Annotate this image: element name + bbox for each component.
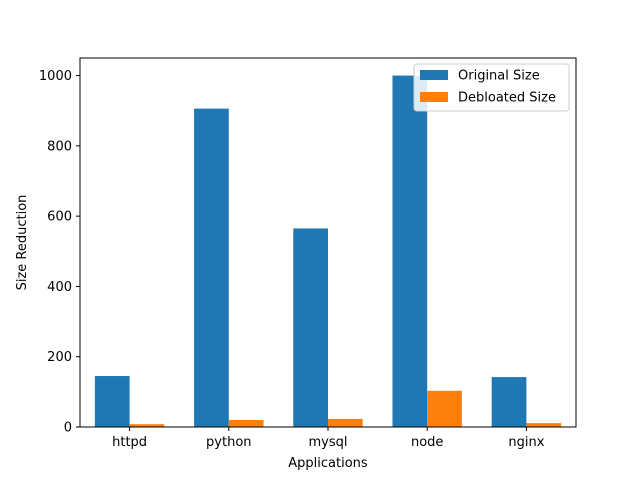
legend-label-original: Original Size: [458, 69, 540, 84]
y-tick-label: 800: [47, 139, 72, 154]
bar-debloated-mysql: [328, 418, 363, 427]
legend-label-debloated: Debloated Size: [458, 91, 556, 106]
bar-original-node: [392, 75, 428, 427]
y-tick-label: 1000: [39, 69, 72, 84]
legend-swatch-original: [420, 70, 448, 80]
bar-debloated-nginx: [526, 423, 562, 427]
x-tick-label: nginx: [508, 435, 544, 450]
bar-debloated-httpd: [129, 424, 165, 427]
x-tick-label: python: [206, 435, 251, 450]
x-axis-label: Applications: [288, 456, 368, 471]
x-tick-label: mysql: [309, 435, 348, 450]
y-ticks-group: 0 200 400 600 800 1000: [39, 69, 80, 436]
y-tick-label: 0: [64, 421, 72, 436]
bar-original-python: [194, 108, 229, 428]
y-tick-label: 600: [47, 210, 72, 225]
y-tick-label: 200: [47, 350, 72, 365]
x-ticks-group: httpd python mysql node nginx: [112, 427, 545, 450]
x-tick-label: httpd: [112, 435, 147, 450]
bar-debloated-node: [427, 390, 462, 427]
bar-original-httpd: [94, 376, 130, 427]
plot-frame: [79, 57, 577, 428]
bars-group: [94, 75, 562, 428]
bar-debloated-python: [228, 419, 264, 427]
y-axis-label: Size Reduction: [15, 195, 30, 291]
bar-original-nginx: [491, 377, 527, 427]
legend: Original Size Debloated Size: [413, 63, 570, 112]
legend-swatch-debloated: [420, 92, 448, 102]
legend-box: [413, 63, 570, 112]
y-tick-label: 400: [47, 280, 72, 295]
bar-original-mysql: [293, 228, 328, 427]
x-tick-label: node: [411, 435, 443, 450]
